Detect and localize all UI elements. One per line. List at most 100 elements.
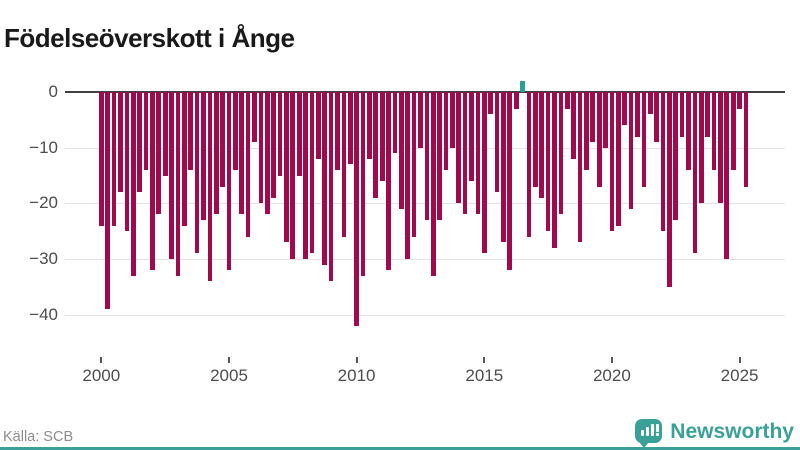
bar-negative	[615, 92, 621, 226]
bar-negative	[156, 92, 162, 215]
bar-negative	[654, 92, 659, 143]
bar-negative	[150, 92, 155, 271]
bar-negative	[584, 92, 589, 170]
x-axis-tick-mark	[100, 357, 103, 363]
bar-negative	[692, 92, 698, 254]
bar-negative	[456, 92, 462, 204]
bar-negative	[590, 92, 596, 143]
bar-negative	[730, 92, 736, 170]
bar-negative	[162, 92, 168, 176]
y-axis-tick-label: −20	[29, 193, 58, 212]
bar-negative	[347, 92, 353, 165]
bar-negative	[564, 92, 570, 109]
x-axis-tick-label: 2010	[337, 366, 376, 385]
bar-negative	[737, 92, 742, 109]
bar-negative	[277, 92, 283, 176]
bar-negative	[233, 92, 238, 170]
bar-negative	[118, 92, 123, 193]
bar-negative	[686, 92, 691, 170]
x-axis-tick-mark	[738, 357, 741, 363]
page-title: Födelseöverskott i Ånge	[4, 23, 295, 54]
bar-negative	[360, 92, 366, 276]
bar-negative	[130, 92, 136, 276]
bar-negative	[437, 92, 442, 220]
bar-negative	[513, 92, 519, 109]
bar-negative	[379, 92, 385, 181]
bar-negative	[201, 92, 206, 220]
bar-negative	[552, 92, 557, 248]
bar-negative	[284, 92, 289, 243]
bar-negative	[99, 92, 104, 226]
x-axis-tick-mark	[355, 357, 358, 363]
bar-negative	[373, 92, 379, 198]
newsworthy-logo[interactable]: Newsworthy	[635, 417, 794, 448]
bar-negative	[577, 92, 583, 243]
bar-negative	[418, 92, 423, 148]
bar-negative	[207, 92, 213, 282]
bar-negative	[143, 92, 149, 170]
bar-negative	[239, 92, 245, 215]
bar-negative	[647, 92, 653, 115]
bar-negative	[111, 92, 117, 226]
bar-negative	[322, 92, 328, 265]
y-axis-tick-label: 0	[48, 82, 58, 101]
bar-negative	[137, 92, 142, 193]
bar-negative	[124, 92, 130, 232]
bar-negative	[213, 92, 219, 215]
bar-negative	[309, 92, 315, 254]
bar-negative	[711, 92, 717, 170]
bar-negative	[596, 92, 602, 187]
bar-negative	[405, 92, 411, 259]
bar-negative	[252, 92, 257, 143]
bar-negative	[392, 92, 398, 154]
y-axis-tick-label: −40	[29, 305, 58, 324]
bar-negative	[188, 92, 194, 170]
bar-negative	[667, 92, 672, 287]
bar-negative	[533, 92, 538, 187]
source-credit: Källa: SCB	[3, 429, 74, 445]
bar-negative	[507, 92, 513, 271]
brand-accent-strip	[0, 447, 800, 450]
newsworthy-wordmark: Newsworthy	[670, 420, 794, 443]
bar-negative	[328, 92, 334, 282]
bar-negative	[462, 92, 468, 215]
bar-negative	[398, 92, 404, 209]
gridline	[65, 315, 785, 316]
bar-negative	[494, 92, 500, 193]
bar-negative	[296, 92, 302, 176]
bar-negative	[386, 92, 391, 271]
bar-negative	[705, 92, 710, 137]
bar-negative	[335, 92, 340, 170]
bar-chart-plot-area: 0 −10 −20 −30 −40 2000 2005 2010 2015 2020 2025	[29, 80, 785, 385]
x-axis-tick-label: 2005	[210, 366, 248, 385]
y-axis-tick-label: −10	[29, 138, 58, 157]
bar-negative	[175, 92, 181, 276]
bar-negative	[679, 92, 685, 137]
bar-negative	[220, 92, 225, 187]
bar-negative	[603, 92, 608, 148]
x-axis-tick-label: 2025	[720, 366, 759, 385]
bar-negative	[488, 92, 493, 115]
x-axis-tick-mark	[483, 357, 486, 363]
bar-negative	[264, 92, 270, 215]
bar-negative	[628, 92, 634, 209]
bar-negative	[571, 92, 576, 159]
bar-negative	[258, 92, 264, 204]
bar-negative	[194, 92, 200, 254]
bar-negative	[724, 92, 730, 259]
bar-negative	[698, 92, 704, 204]
bar-negative	[635, 92, 640, 137]
bar-negative	[622, 92, 628, 126]
bar-negative	[290, 92, 296, 259]
bar-negative	[743, 92, 749, 187]
x-axis-tick-mark	[610, 357, 613, 363]
gridline	[65, 259, 785, 260]
bar-negative	[181, 92, 187, 226]
bar-negative	[469, 92, 474, 181]
bar-negative	[411, 92, 417, 237]
bar-negative	[430, 92, 436, 276]
bar-negative	[558, 92, 564, 215]
x-axis-tick-mark	[228, 357, 230, 363]
bar-negative	[545, 92, 551, 232]
